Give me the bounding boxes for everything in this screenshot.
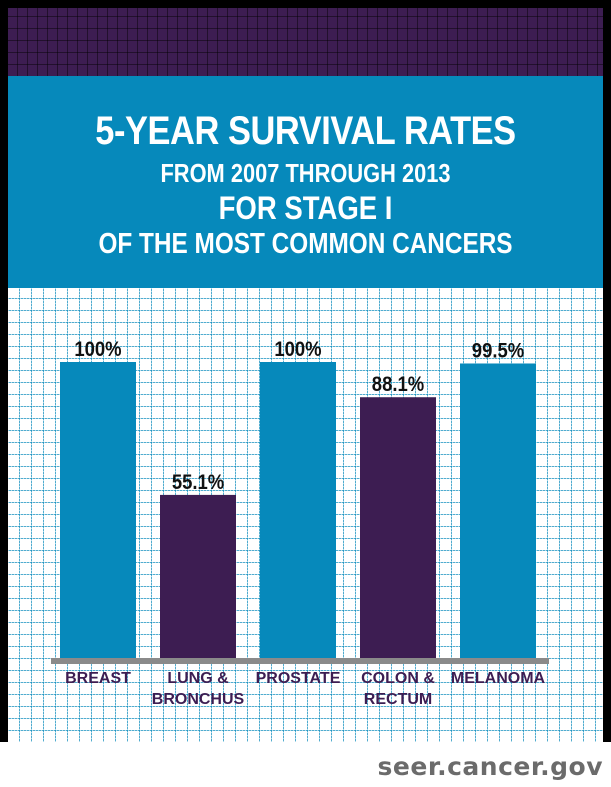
data-label: 99.5% [472,339,525,362]
data-label: 100% [274,338,322,361]
bar-prostate [260,362,336,658]
bar-chart: 100% 55.1% 100% 88.1% 99.5% BREAST LUNG & BRONC… [51,338,549,708]
x-tick-label: BRONCHUS [152,691,245,708]
x-tick-label: BREAST [65,670,131,687]
title-line-2: FROM 2007 THROUGH 2013 [160,158,451,188]
source-url: seer.cancer.gov [377,752,603,781]
x-axis-baseline [51,658,549,664]
chart-area: 100% 55.1% 100% 88.1% 99.5% BREAST LUNG & BRONC… [8,288,603,742]
bar-melanoma [460,363,536,658]
title-line-1: 5-YEAR SURVIVAL RATES [95,109,516,153]
x-tick-label: MELANOMA [451,670,546,687]
x-tick-label: PROSTATE [256,670,341,687]
data-label: 55.1% [172,471,225,494]
x-tick-label: RECTUM [364,691,432,708]
x-tick-label: COLON & [361,670,435,687]
decorative-top-band [8,8,603,76]
title-banner: 5-YEAR SURVIVAL RATES FROM 2007 THROUGH … [8,76,603,288]
data-label: 88.1% [372,373,425,396]
x-tick-label: LUNG & [167,670,229,687]
bar-breast [60,362,136,658]
title-line-3: FOR STAGE I [218,190,393,226]
data-label: 100% [74,338,122,361]
bar-lung-bronchus [160,494,236,658]
bar-colon-rectum [360,397,436,658]
infographic-frame: 5-YEAR SURVIVAL RATES FROM 2007 THROUGH … [0,0,611,742]
title-line-4: OF THE MOST COMMON CANCERS [98,228,513,260]
